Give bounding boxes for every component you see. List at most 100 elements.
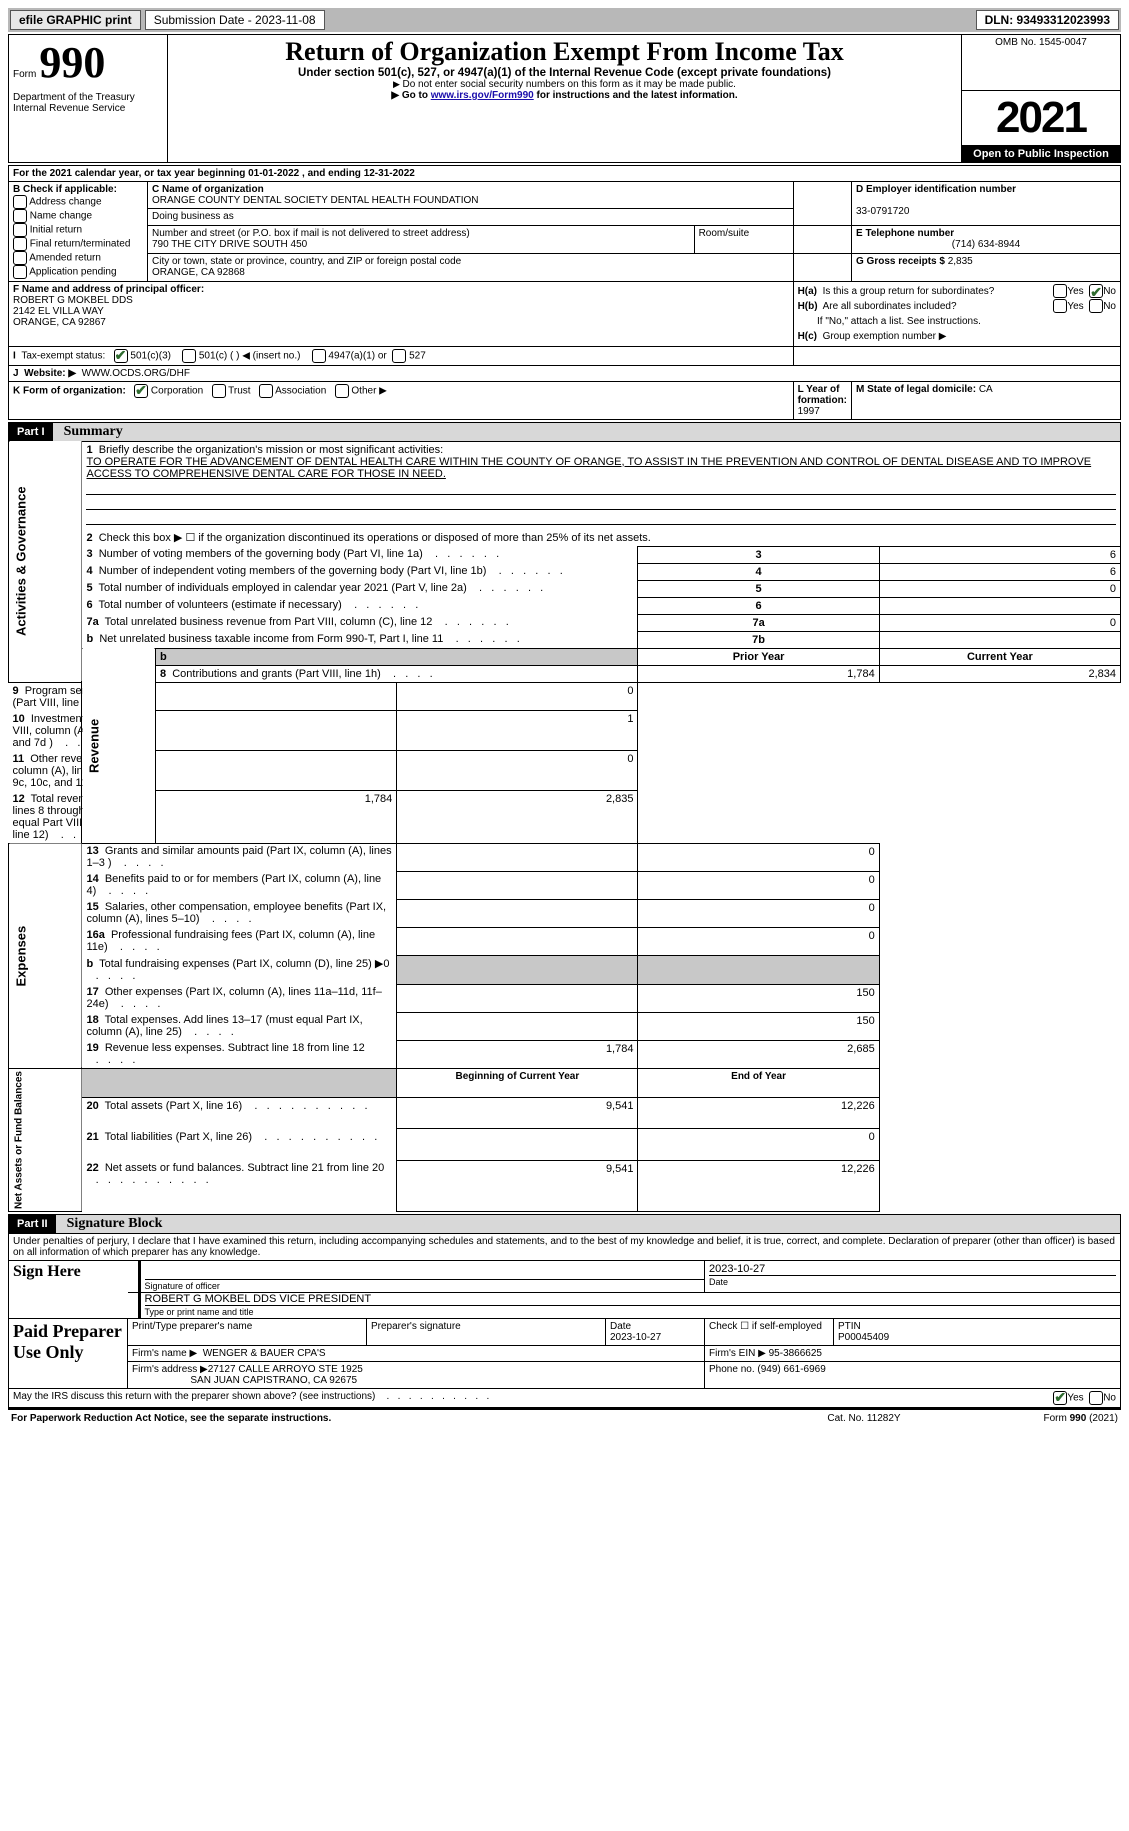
g-label: G Gross receipts $ <box>856 256 948 267</box>
paid-preparer-label: Paid Preparer Use Only <box>13 1321 121 1362</box>
website-value: WWW.OCDS.ORG/DHF <box>82 368 190 379</box>
l-label: L Year of formation: <box>798 384 847 406</box>
prep-sig-label: Preparer's signature <box>371 1321 461 1332</box>
netasset-row: 20 Total assets (Part X, line 16) 9,5411… <box>9 1098 1121 1129</box>
submission-date: Submission Date - 2023-11-08 <box>145 10 325 30</box>
gov-row: 4 Number of independent voting members o… <box>9 563 1121 580</box>
open-to-public: Open to Public Inspection <box>962 145 1121 162</box>
opt-trust: Trust <box>228 385 250 396</box>
checkbox-hb-yes[interactable] <box>1053 299 1067 313</box>
section-revenue: Revenue <box>82 648 156 843</box>
firm-phone: (949) 661-6969 <box>757 1364 825 1375</box>
checkbox-final-return[interactable] <box>13 237 27 251</box>
officer-printed-name: ROBERT G MOKBEL DDS VICE PRESIDENT <box>145 1293 372 1305</box>
street-value: 790 THE CITY DRIVE SOUTH 450 <box>152 239 307 250</box>
line2-text: Check this box ▶ ☐ if the organization d… <box>99 532 651 544</box>
declaration-text: Under penalties of perjury, I declare th… <box>9 1234 1121 1261</box>
ptin-value: P00045409 <box>838 1332 889 1343</box>
firm-ein-label: Firm's EIN ▶ <box>709 1348 766 1359</box>
expense-row: 16a Professional fundraising fees (Part … <box>9 927 1121 955</box>
firm-addr-label: Firm's address ▶ <box>132 1364 208 1375</box>
paperwork-notice: For Paperwork Reduction Act Notice, see … <box>10 1412 761 1425</box>
checkbox-corp[interactable] <box>134 384 148 398</box>
netasset-row: 21 Total liabilities (Part X, line 26) 0 <box>9 1129 1121 1160</box>
form-title: Return of Organization Exempt From Incom… <box>172 37 957 67</box>
checkbox-name-change[interactable] <box>13 209 27 223</box>
sig-date: 2023-10-27 <box>709 1263 765 1275</box>
opt-other: Other ▶ <box>351 385 386 396</box>
col-begin: Beginning of Current Year <box>397 1069 638 1098</box>
part1-heading: Summary <box>56 424 123 439</box>
omb-number: OMB No. 1545-0047 <box>962 35 1121 91</box>
dba-label: Doing business as <box>152 211 234 222</box>
gov-row: 3 Number of voting members of the govern… <box>9 546 1121 563</box>
officer-addr2: ORANGE, CA 92867 <box>13 317 106 328</box>
opt-address-change: Address change <box>29 196 101 207</box>
sign-here-label: Sign Here <box>9 1261 128 1319</box>
part2-heading: Signature Block <box>59 1216 163 1231</box>
opt-app-pending: Application pending <box>29 266 116 277</box>
expense-row: b Total fundraising expenses (Part IX, c… <box>9 955 1121 984</box>
checkbox-initial-return[interactable] <box>13 223 27 237</box>
phone-value: (714) 634-8944 <box>856 239 1116 250</box>
mission-text: TO OPERATE FOR THE ADVANCEMENT OF DENTAL… <box>86 456 1091 480</box>
m-label: M State of legal domicile: <box>856 384 979 395</box>
j-label: Website: ▶ <box>24 368 76 379</box>
form-number: 990 <box>39 38 105 87</box>
col-current: Current Year <box>879 648 1120 665</box>
discuss-no: No <box>1103 1393 1116 1404</box>
firm-phone-label: Phone no. <box>709 1364 755 1375</box>
firm-name-label: Firm's name ▶ <box>132 1348 197 1359</box>
irs-link[interactable]: www.irs.gov/Form990 <box>431 90 534 101</box>
ptin-label: PTIN <box>838 1321 861 1332</box>
yes-label: Yes <box>1067 286 1083 297</box>
checkbox-address-change[interactable] <box>13 195 27 209</box>
checkbox-other[interactable] <box>335 384 349 398</box>
opt-4947: 4947(a)(1) or <box>328 350 386 361</box>
checkbox-4947[interactable] <box>312 349 326 363</box>
discuss-yes: Yes <box>1067 1393 1083 1404</box>
prep-date: 2023-10-27 <box>610 1332 661 1343</box>
i-label: Tax-exempt status: <box>21 350 105 361</box>
checkbox-527[interactable] <box>392 349 406 363</box>
hc-text: Group exemption number ▶ <box>823 331 947 342</box>
checkbox-app-pending[interactable] <box>13 265 27 279</box>
hb-text: Are all subordinates included? <box>823 301 957 312</box>
form-subtitle: Under section 501(c), 527, or 4947(a)(1)… <box>172 67 957 79</box>
opt-501c3: 501(c)(3) <box>130 350 171 361</box>
f-label: F Name and address of principal officer: <box>13 284 204 295</box>
city-value: ORANGE, CA 92868 <box>152 267 245 278</box>
c-label: C Name of organization <box>152 184 264 195</box>
street-label: Number and street (or P.O. box if mail i… <box>152 228 470 239</box>
tax-year: 2021 <box>996 93 1086 142</box>
section-activities: Activities & Governance <box>9 441 82 682</box>
checkbox-ha-no[interactable] <box>1089 284 1103 298</box>
b-label: B Check if applicable: <box>13 184 117 195</box>
checkbox-amended[interactable] <box>13 251 27 265</box>
opt-name-change: Name change <box>30 210 92 221</box>
checkbox-trust[interactable] <box>212 384 226 398</box>
checkbox-501c[interactable] <box>182 349 196 363</box>
checkbox-hb-no[interactable] <box>1089 299 1103 313</box>
checkbox-discuss-no[interactable] <box>1089 1391 1103 1405</box>
form-label: Form <box>13 69 36 80</box>
section-netassets: Net Assets or Fund Balances <box>9 1069 82 1212</box>
dln-field: DLN: 93493312023993 <box>976 10 1119 30</box>
checkbox-501c3[interactable] <box>114 349 128 363</box>
ein-value: 33-0791720 <box>856 206 909 217</box>
opt-amended: Amended return <box>29 252 101 263</box>
b-marker: b <box>160 651 167 663</box>
cat-no: Cat. No. 11282Y <box>763 1412 965 1425</box>
checkbox-discuss-yes[interactable] <box>1053 1391 1067 1405</box>
gov-row: 6 Total number of volunteers (estimate i… <box>9 597 1121 614</box>
part1-table: Part I Summary Activities & Governance 1… <box>8 422 1121 1213</box>
period-line: For the 2021 calendar year, or tax year … <box>9 165 1121 181</box>
no-label-2: No <box>1103 301 1116 312</box>
efile-print-button[interactable]: efile GRAPHIC print <box>10 10 141 30</box>
checkbox-assoc[interactable] <box>259 384 273 398</box>
gross-receipts: 2,835 <box>948 256 973 267</box>
revenue-row: 8 Contributions and grants (Part VIII, l… <box>9 665 1121 682</box>
col-end: End of Year <box>638 1069 879 1098</box>
opt-corp: Corporation <box>151 385 203 396</box>
checkbox-ha-yes[interactable] <box>1053 284 1067 298</box>
